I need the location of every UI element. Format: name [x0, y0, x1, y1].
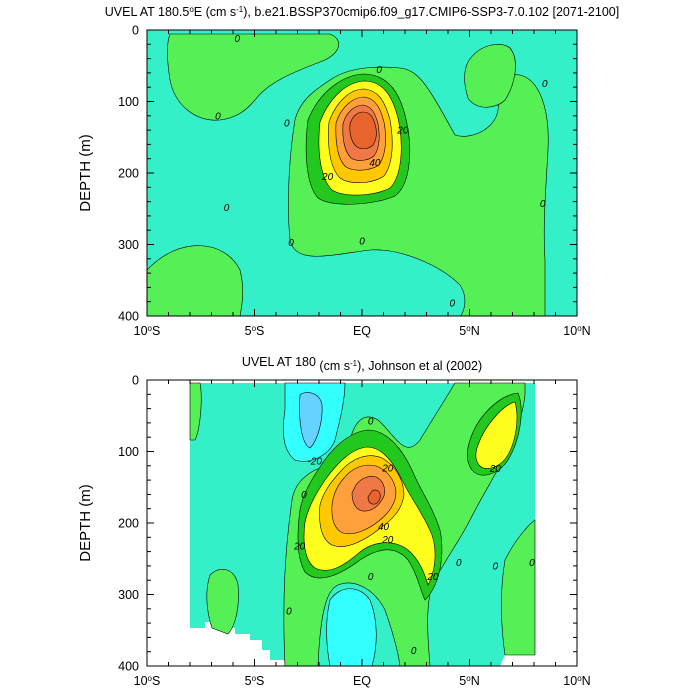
contour-label: -20 [307, 456, 322, 467]
contour-label: 0 [224, 203, 230, 214]
contour-label: 0 [288, 238, 294, 249]
panel-2-title: UVEL AT 180 (cm s-1), Johnson et al (200… [242, 355, 482, 373]
y-tick-label: 0 [132, 24, 139, 38]
y-tick-label: 100 [118, 95, 139, 109]
contour-label: 20 [489, 464, 502, 475]
contour-label: 40 [378, 522, 390, 533]
x-tick-label: 10oS [134, 324, 161, 338]
contour-region-0 [464, 44, 516, 108]
contour-label: 0 [284, 118, 290, 129]
contour-region-0 [167, 33, 339, 121]
x-tick-label: 5oN [459, 674, 479, 688]
x-tick-label: 10oS [134, 674, 161, 688]
contour-label: 0 [456, 558, 462, 569]
contour-label: 20 [381, 535, 394, 546]
contour-label: 0 [286, 606, 292, 617]
contour-region-0 [189, 382, 202, 441]
x-tick-label: EQ [353, 324, 371, 338]
y-tick-label: 400 [118, 660, 139, 674]
contour-label: 20 [321, 172, 334, 183]
contour-region-20 [475, 401, 518, 469]
contour-label: 0 [542, 79, 548, 90]
panel-1-contour-labels: 0 0 0 0 0 20 40 20 0 0 0 0 0 [215, 34, 548, 310]
y-tick-label: 300 [118, 238, 139, 252]
contour-label: 0 [540, 199, 546, 210]
x-tick-label: 10oN [563, 324, 590, 338]
contour-region-0 [147, 245, 244, 316]
contour-label: 0 [215, 111, 221, 122]
panel-1-ylabel: DEPTH (m) [77, 134, 94, 212]
contour-region-0 [206, 568, 239, 635]
y-tick-label: 200 [118, 167, 139, 181]
panel-1: UVEL AT 180.5oE (cm s-1), b.e21.BSSP370c… [77, 5, 619, 338]
panel-1-contour-field [147, 30, 577, 316]
contour-label: 20 [293, 541, 306, 552]
y-tick-label: 200 [118, 517, 139, 531]
contour-label: 40 [369, 158, 381, 169]
y-tick-label: 300 [118, 588, 139, 602]
contour-label: 20 [426, 572, 439, 583]
contour-label: 20 [396, 126, 409, 137]
contour-label: 0 [301, 490, 307, 501]
contour-label: 0 [376, 65, 382, 76]
panel-1-title: UVEL AT 180.5oE (cm s-1), b.e21.BSSP370c… [105, 5, 619, 19]
x-tick-label: 5oS [245, 674, 265, 688]
contour-region-neg [326, 588, 377, 666]
panel-2-contour-labels: 0 -20 20 20 0 40 20 20 0 0 0 20 0 0 0 [286, 416, 535, 657]
x-tick-label: 10oN [563, 674, 590, 688]
contour-label: 0 [368, 572, 374, 583]
panel-2: UVEL AT 180 (cm s-1), Johnson et al (200… [77, 355, 591, 688]
contour-region-60 [349, 111, 377, 150]
contour-label: 20 [381, 463, 394, 474]
contour-label: 0 [368, 416, 374, 427]
contour-label: 0 [529, 558, 535, 569]
contour-label: 0 [235, 34, 241, 45]
contour-label: 0 [359, 236, 365, 247]
y-tick-label: 400 [118, 310, 139, 324]
contour-region-0 [500, 519, 536, 656]
contour-region-neg [299, 392, 323, 449]
contour-label: 0 [411, 646, 417, 657]
x-tick-label: EQ [353, 674, 371, 688]
y-tick-label: 100 [118, 445, 139, 459]
panel-2-contour-field [189, 382, 536, 666]
y-tick-label: 0 [132, 374, 139, 388]
x-tick-label: 5oS [245, 324, 265, 338]
panel-2-ylabel: DEPTH (m) [77, 484, 94, 562]
contour-region-60 [367, 489, 381, 505]
contour-label: 0 [493, 561, 499, 572]
contour-label: 0 [450, 299, 456, 310]
x-tick-label: 5oN [459, 324, 479, 338]
